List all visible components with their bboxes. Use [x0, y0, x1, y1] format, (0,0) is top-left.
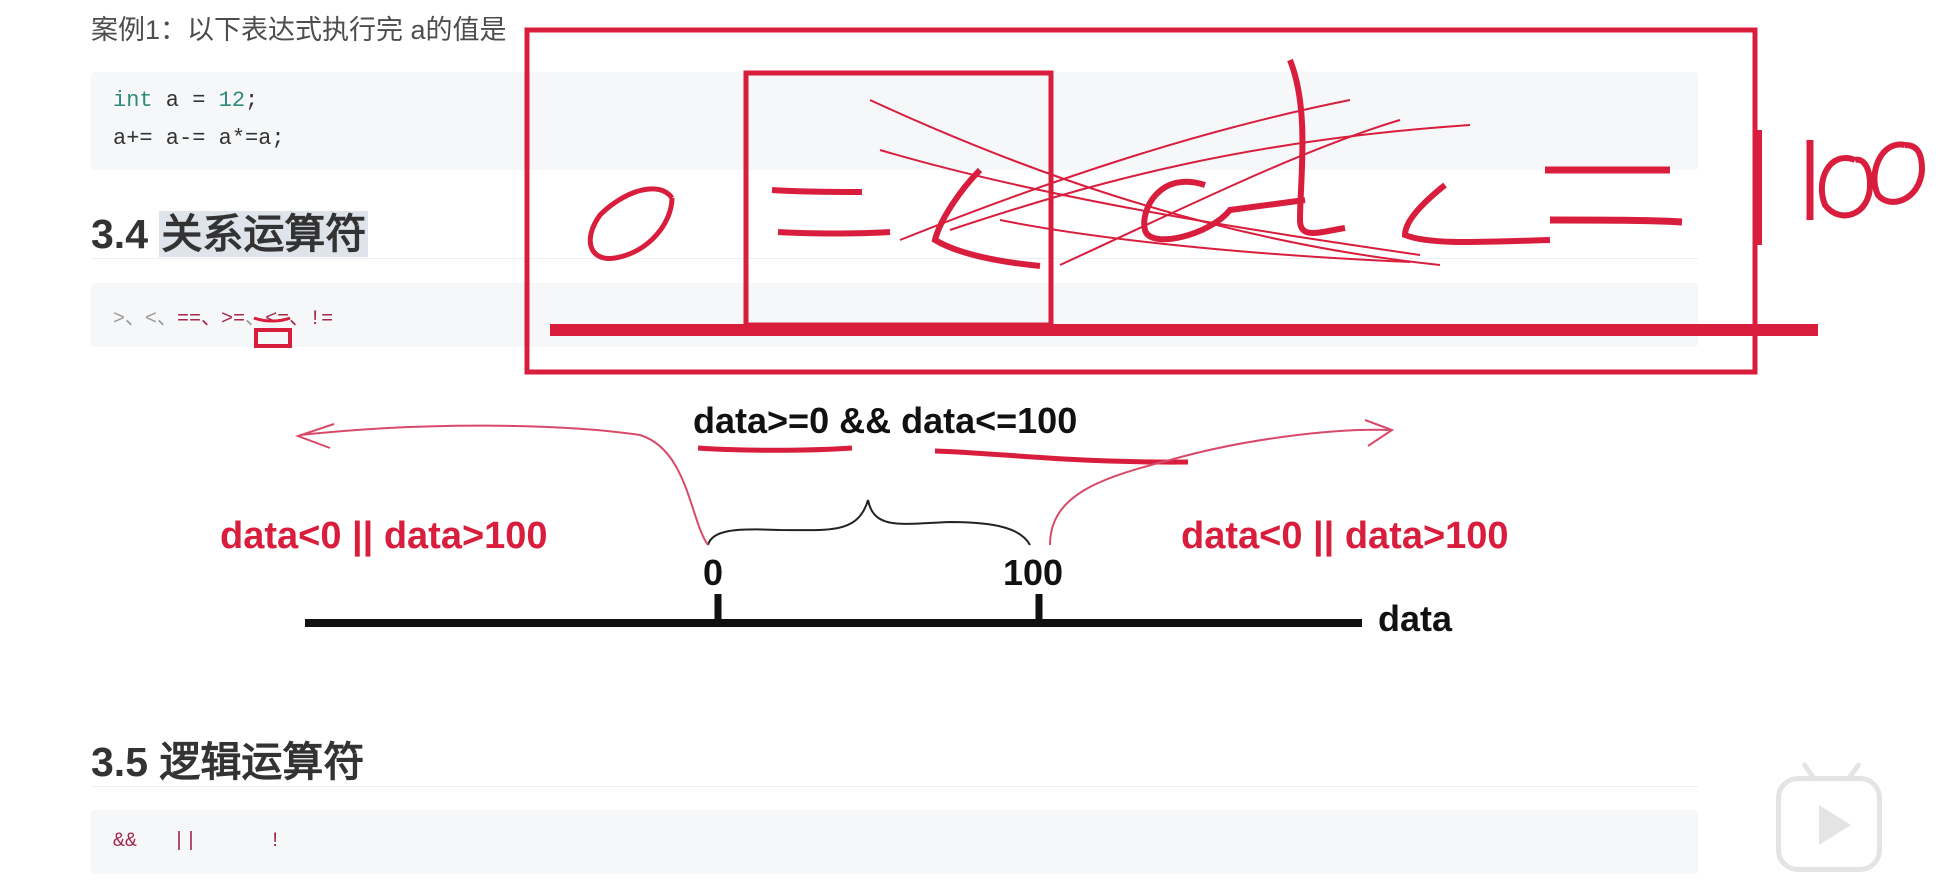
- code-number: 12: [218, 88, 246, 113]
- op-ne: !=: [309, 308, 334, 331]
- scribble-6: [999, 219, 1411, 263]
- code-text: a =: [152, 88, 219, 113]
- op-not: !: [269, 830, 282, 853]
- divider: [91, 786, 1698, 787]
- handwriting-zero: [587, 186, 675, 261]
- op-ge: >=: [221, 308, 246, 331]
- underline-left: [697, 445, 853, 453]
- code-block-logical: && || !: [91, 810, 1698, 874]
- code-keyword: int: [113, 88, 153, 113]
- divider: [91, 258, 1698, 259]
- annotation-mark-ge: [254, 328, 292, 348]
- section-title: 关系运算符: [159, 211, 369, 257]
- section-heading-3-4: 3.4 关系运算符: [91, 200, 369, 260]
- scribble-3: [899, 99, 1351, 241]
- logical-operators: && || !: [113, 830, 281, 853]
- code-line-2: a+= a-= a*=a;: [113, 126, 285, 151]
- left-arrow-head: [295, 423, 335, 449]
- code-block-case1: int a = 12; a+= a-= a*=a;: [91, 72, 1698, 170]
- op-gt: >、: [113, 308, 146, 331]
- range-expression: data>=0 && data<=100: [693, 400, 1078, 441]
- scribble-4: [949, 124, 1471, 231]
- section-number: 3.5: [91, 739, 160, 785]
- op-and: &&: [113, 830, 138, 853]
- underline-right: [934, 448, 1189, 465]
- handwriting-less-than-2: [1401, 182, 1551, 246]
- right-out-of-range-label: data<0 || data>100: [1181, 515, 1509, 557]
- section-heading-3-5: 3.5 逻辑运算符: [91, 728, 364, 788]
- right-arrow-head: [1364, 419, 1395, 447]
- underline-ge: [253, 316, 291, 323]
- handwriting-equal-top: [771, 187, 863, 195]
- op-or: ||: [173, 830, 198, 853]
- right-arrow-curve: [1049, 428, 1391, 546]
- code-line-1: int a = 12;: [113, 88, 258, 113]
- handwriting-hundred-zero-2: [1871, 141, 1926, 205]
- handwriting-equal2-bottom: [1549, 216, 1683, 226]
- range-brace: [707, 499, 1031, 546]
- scribble-2: [879, 149, 1421, 256]
- handwriting-less-than-1: [931, 167, 1041, 269]
- op-lt: <、: [145, 308, 178, 331]
- handwriting-d: [1141, 58, 1346, 243]
- left-arrow-curve: [299, 424, 709, 546]
- handwriting-equal-bottom: [777, 229, 891, 237]
- handwriting-hundred-zero-1: [1818, 155, 1874, 219]
- bilibili-play-icon[interactable]: [1776, 761, 1882, 872]
- left-out-of-range-label: data<0 || data>100: [220, 515, 548, 557]
- op-eq: ==、: [177, 308, 222, 331]
- code-block-relational: >、<、==、>=、<=、!=: [91, 283, 1698, 347]
- scribble-1: [869, 99, 1441, 266]
- axis-label-data: data: [1378, 598, 1453, 639]
- tick-label-0: 0: [703, 552, 724, 593]
- annotation-box-large: [524, 27, 1758, 375]
- tick-label-100: 100: [1003, 552, 1064, 593]
- case-description: 案例1：以下表达式执行完 a的值是: [91, 15, 507, 45]
- section-number: 3.4: [91, 211, 160, 257]
- scribble-5: [1059, 119, 1401, 266]
- section-title: 逻辑运算符: [159, 739, 365, 785]
- code-text: ;: [245, 88, 259, 113]
